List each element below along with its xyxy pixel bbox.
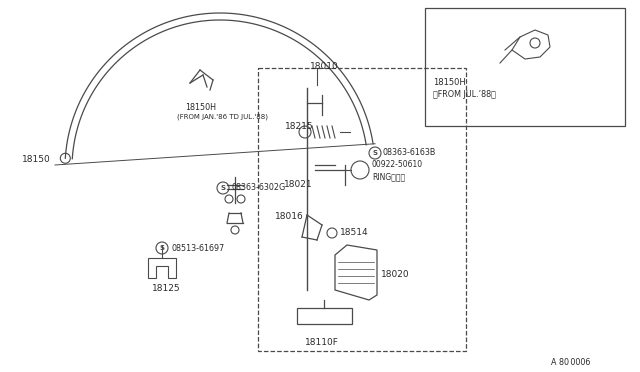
Text: 08363-6163B: 08363-6163B: [383, 148, 436, 157]
Text: 18010: 18010: [310, 62, 339, 71]
Text: 18514: 18514: [340, 228, 369, 237]
Text: A 80 0006: A 80 0006: [550, 358, 590, 367]
Text: 08513-61697: 08513-61697: [172, 244, 225, 253]
Text: 18125: 18125: [152, 284, 180, 293]
Bar: [297, 308, 352, 324]
Text: 18021: 18021: [284, 180, 312, 189]
Text: 18110F: 18110F: [305, 338, 339, 347]
Text: (FROM JAN.'86 TD JUL.'88): (FROM JAN.'86 TD JUL.'88): [177, 113, 268, 119]
Text: 08363-6302G: 08363-6302G: [231, 183, 285, 192]
Text: 00922-50610: 00922-50610: [372, 160, 423, 169]
Bar: [425, 8, 625, 126]
Text: S: S: [159, 245, 164, 251]
Text: 18215: 18215: [285, 122, 314, 131]
Text: 18020: 18020: [381, 270, 410, 279]
Text: 18016: 18016: [275, 212, 304, 221]
Text: S: S: [372, 150, 378, 156]
Text: 18150H: 18150H: [433, 78, 466, 87]
Text: S: S: [221, 185, 225, 191]
Bar: [258, 68, 466, 351]
Text: RINGリング: RINGリング: [372, 172, 405, 181]
Text: 〈FROM JUL.’88〉: 〈FROM JUL.’88〉: [433, 90, 496, 99]
Text: 18150: 18150: [22, 155, 51, 164]
Text: 18150H: 18150H: [185, 103, 216, 112]
